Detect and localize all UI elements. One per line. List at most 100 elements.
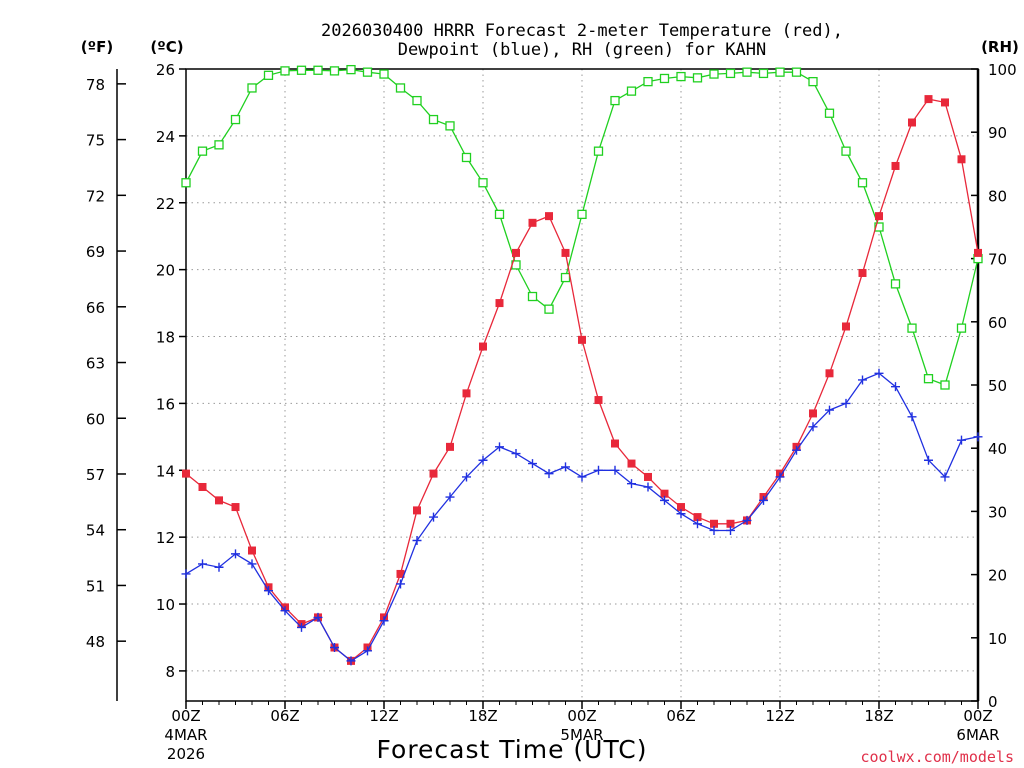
rh-point [263, 70, 274, 80]
temperature-point [924, 95, 933, 104]
rh-tick-label: 0 [988, 693, 998, 711]
dewpoint-point [610, 465, 620, 475]
fahrenheit-tick-label: 69 [86, 243, 105, 261]
time-tick-date: 5MAR [560, 726, 603, 744]
dewpoint-point [412, 535, 422, 545]
dewpoint-point [429, 512, 438, 522]
dewpoint-point [957, 435, 966, 445]
dewpoint-point [181, 569, 191, 579]
temperature-point [495, 299, 504, 308]
dewpoint-point [247, 559, 257, 569]
rh-point [890, 279, 901, 289]
celsius-tick-label: 26 [156, 61, 175, 79]
rh-point [577, 209, 587, 220]
temperature-point [825, 369, 834, 378]
dewpoint-point [792, 445, 801, 455]
fahrenheit-tick-label: 78 [86, 76, 105, 94]
rh-point [428, 114, 439, 125]
rh-point [692, 73, 703, 83]
rh-tick-label: 20 [988, 567, 1007, 585]
dewpoint-point [231, 549, 240, 559]
rh-point [775, 67, 785, 77]
rh-point [626, 86, 637, 96]
temperature-point [429, 469, 438, 478]
rh-point [791, 67, 802, 77]
temperature-point [693, 513, 702, 522]
dewpoint-point [676, 509, 686, 519]
celsius-tick-label: 14 [156, 462, 175, 480]
rh-point [610, 95, 620, 106]
time-tick-label: 12Z [765, 707, 794, 725]
dewpoint-point [808, 422, 818, 432]
rh-point [808, 76, 818, 87]
dewpoint-point [940, 472, 950, 482]
fahrenheit-tick-label: 72 [86, 187, 105, 205]
dewpoint-point [280, 606, 290, 616]
temperature-point [545, 212, 553, 221]
rh-point [280, 66, 290, 76]
temperature-point [875, 212, 883, 221]
dewpoint-point [742, 515, 752, 525]
rh-point [527, 291, 538, 302]
celsius-tick-label: 24 [156, 128, 175, 146]
rh-axis: 0 10 20 30 40 50 60 70 80 90 100 [971, 61, 1017, 711]
temperature-point [512, 248, 520, 257]
dewpoint-point [346, 656, 356, 666]
rh-point [857, 178, 868, 188]
dewpoint-point [874, 368, 884, 378]
series-rh [181, 64, 983, 390]
rh-point [874, 222, 884, 232]
temperature-point [182, 469, 190, 478]
temperature-point [594, 396, 603, 405]
dewpoint-point [660, 495, 669, 505]
celsius-tick-label: 20 [156, 262, 175, 280]
dewpoint-point [330, 642, 339, 652]
rh-point [412, 95, 422, 106]
dewpoint-point [693, 519, 702, 529]
time-tick-date: 6MAR [956, 726, 999, 744]
rh-point [478, 178, 488, 188]
temperature-point [842, 322, 850, 331]
data-series [181, 64, 983, 666]
rh-point [461, 152, 472, 163]
temperature-point [627, 459, 636, 468]
fahrenheit-tick-label: 60 [86, 410, 105, 428]
dewpoint-point [907, 412, 917, 422]
rh-point [296, 65, 307, 75]
rh-point [709, 69, 719, 79]
temperature-point [908, 118, 916, 127]
time-tick-date: 4MAR [164, 726, 207, 744]
rh-tick-label: 30 [988, 503, 1007, 521]
celsius-tick-label: 22 [156, 195, 175, 213]
time-tick-year: 2026 [167, 745, 205, 763]
rh-point [643, 76, 653, 87]
rh-tick-label: 40 [988, 440, 1007, 458]
dewpoint-point [858, 375, 867, 385]
rh-unit-label: (RH) [981, 38, 1019, 56]
temperature-point [644, 472, 652, 481]
temperature-point [941, 98, 949, 107]
time-tick-label: 06Z [270, 707, 299, 725]
temperature-point [215, 496, 223, 505]
dewpoint-point [264, 586, 273, 596]
rh-point [214, 140, 224, 150]
dewpoint-point [594, 465, 603, 475]
rh-tick-label: 70 [988, 251, 1007, 269]
celsius-tick-label: 10 [156, 596, 175, 614]
rh-point [445, 121, 455, 131]
rh-point [362, 67, 373, 77]
rh-point [395, 83, 406, 93]
dewpoint-point [544, 469, 554, 479]
celsius-tick-label: 8 [165, 663, 175, 681]
chart-title-line-2: Dewpoint (blue), RH (green) for KAHN [398, 40, 766, 60]
dewpoint-point [297, 622, 306, 632]
celsius-unit-label: (ºC) [150, 38, 183, 56]
rh-point [230, 114, 241, 125]
rh-point [676, 71, 686, 82]
time-tick-label: 18Z [468, 707, 497, 725]
rh-point [956, 323, 967, 333]
rh-point [329, 66, 340, 76]
time-tick-label: 00Z [171, 707, 200, 725]
